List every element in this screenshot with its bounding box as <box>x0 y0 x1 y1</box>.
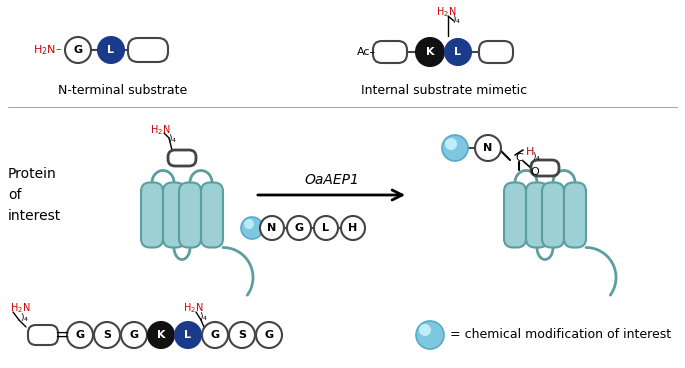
Circle shape <box>121 322 147 348</box>
Text: L: L <box>455 47 462 57</box>
Circle shape <box>67 322 93 348</box>
FancyBboxPatch shape <box>28 325 58 345</box>
Circle shape <box>419 324 431 336</box>
Text: C: C <box>515 153 523 163</box>
Circle shape <box>314 216 338 240</box>
Text: N: N <box>484 143 493 153</box>
Circle shape <box>202 322 228 348</box>
Text: G: G <box>264 330 273 340</box>
FancyBboxPatch shape <box>179 183 201 248</box>
FancyBboxPatch shape <box>526 183 548 248</box>
Text: H$_2$N: H$_2$N <box>183 301 203 315</box>
Circle shape <box>244 219 254 229</box>
Text: Internal substrate mimetic: Internal substrate mimetic <box>361 84 527 96</box>
Circle shape <box>241 217 263 239</box>
FancyBboxPatch shape <box>479 41 513 63</box>
FancyBboxPatch shape <box>128 38 168 62</box>
Circle shape <box>445 39 471 65</box>
Text: H: H <box>526 147 534 157</box>
Text: S: S <box>238 330 246 340</box>
Circle shape <box>416 38 444 66</box>
Text: S: S <box>103 330 111 340</box>
Text: $)_4$: $)_4$ <box>169 133 177 145</box>
Text: $)_4$: $)_4$ <box>452 14 462 26</box>
Text: L: L <box>184 330 192 340</box>
Text: H$_2$N: H$_2$N <box>150 123 171 137</box>
Circle shape <box>260 216 284 240</box>
Circle shape <box>442 135 468 161</box>
Text: L: L <box>108 45 114 55</box>
FancyBboxPatch shape <box>564 183 586 248</box>
Text: G: G <box>210 330 220 340</box>
Text: N: N <box>267 223 277 233</box>
Text: N-terminal substrate: N-terminal substrate <box>58 84 188 96</box>
Text: OaAEP1: OaAEP1 <box>305 173 360 187</box>
Text: O: O <box>531 167 539 177</box>
Text: Ac–: Ac– <box>357 47 376 57</box>
Circle shape <box>416 321 444 349</box>
Circle shape <box>475 135 501 161</box>
Text: G: G <box>129 330 138 340</box>
Text: G: G <box>295 223 303 233</box>
Circle shape <box>94 322 120 348</box>
FancyBboxPatch shape <box>163 183 185 248</box>
FancyBboxPatch shape <box>201 183 223 248</box>
Circle shape <box>65 37 91 63</box>
Circle shape <box>287 216 311 240</box>
Circle shape <box>229 322 255 348</box>
Text: $)_4$: $)_4$ <box>532 151 542 163</box>
Circle shape <box>175 322 201 348</box>
FancyBboxPatch shape <box>531 160 559 176</box>
FancyBboxPatch shape <box>373 41 407 63</box>
Text: Protein
of
interest: Protein of interest <box>8 167 61 223</box>
Text: G: G <box>73 45 83 55</box>
Text: H: H <box>349 223 358 233</box>
FancyBboxPatch shape <box>168 150 196 166</box>
Text: K: K <box>426 47 434 57</box>
Text: K: K <box>157 330 165 340</box>
Circle shape <box>341 216 365 240</box>
FancyBboxPatch shape <box>542 183 564 248</box>
Text: = chemical modification of interest: = chemical modification of interest <box>450 329 671 342</box>
Text: =: = <box>55 326 69 344</box>
Circle shape <box>256 322 282 348</box>
Circle shape <box>445 138 457 150</box>
Circle shape <box>148 322 174 348</box>
Text: L: L <box>323 223 329 233</box>
Text: G: G <box>75 330 84 340</box>
Text: H$_2$N–: H$_2$N– <box>33 43 62 57</box>
FancyBboxPatch shape <box>504 183 526 248</box>
Circle shape <box>98 37 124 63</box>
FancyBboxPatch shape <box>141 183 163 248</box>
Text: H$_2$N: H$_2$N <box>436 5 456 19</box>
Text: $)_4$: $)_4$ <box>21 312 29 324</box>
Text: $)_4$: $)_4$ <box>199 311 209 323</box>
Text: H$_2$N: H$_2$N <box>10 301 30 315</box>
